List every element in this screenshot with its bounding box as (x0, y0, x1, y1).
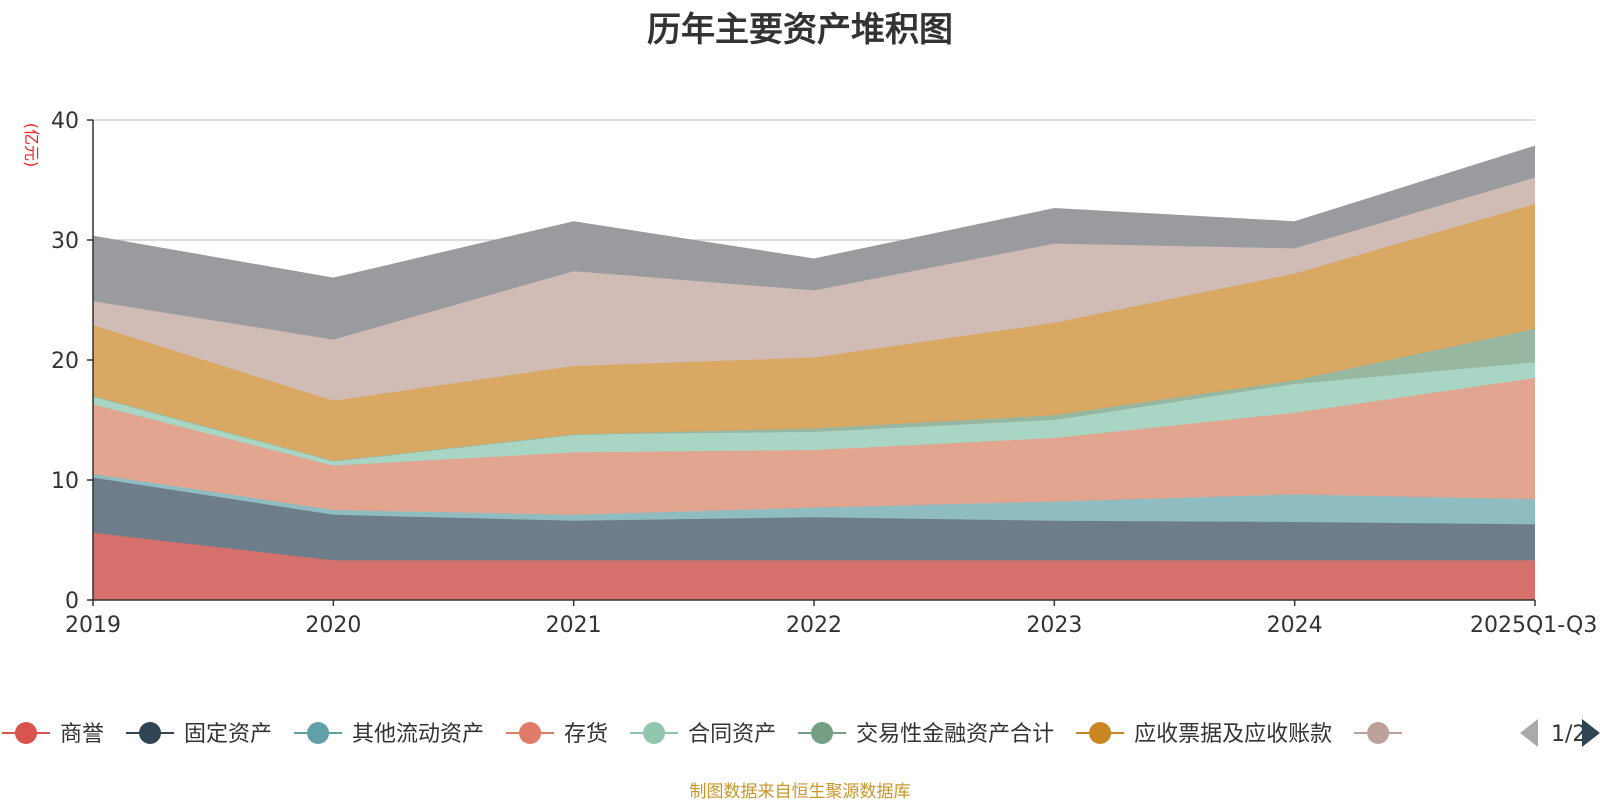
area-series-7[interactable] (93, 177, 1535, 401)
legend-marker-6 (1089, 722, 1112, 744)
axis-layer: 0 10 20 30 40 2019 2020 2021 2022 2023 2024 2025Q1-… (22, 109, 1597, 638)
y-tick-label-30: 30 (51, 229, 79, 254)
y-tick-label-10: 10 (51, 469, 79, 494)
legend-item-3[interactable]: 存货 (506, 722, 608, 747)
triangle-right-icon[interactable] (1582, 719, 1600, 747)
y-tick-label-0: 0 (65, 589, 79, 614)
legend-label-4: 合同资产 (688, 722, 776, 747)
source-note: 制图数据来自恒生聚源数据库 (689, 782, 911, 802)
legend-item-5[interactable]: 交易性金融资产合计 (798, 722, 1054, 747)
x-tick-label-4: 2023 (1026, 613, 1082, 638)
x-tick-label-2: 2021 (546, 613, 602, 638)
area-series-3[interactable] (93, 378, 1535, 515)
legend-item-7[interactable] (1354, 722, 1403, 744)
legend-item-1[interactable]: 固定资产 (126, 722, 272, 747)
legend-label-6: 应收票据及应收账款 (1134, 722, 1332, 747)
x-tick-label-3: 2022 (786, 613, 842, 638)
legend-item-2[interactable]: 其他流动资产 (294, 722, 484, 747)
legend-marker-7 (1367, 722, 1390, 744)
legend-marker-5 (811, 722, 834, 744)
legend-pagination: 1/2 (1520, 719, 1600, 747)
y-tick-label-20: 20 (51, 349, 79, 374)
chart-title: 历年主要资产堆积图 (647, 10, 953, 50)
legend-label-0: 商誉 (60, 722, 104, 747)
area-layer (92, 145, 1536, 600)
legend-layer: 商誉 固定资产 其他流动资产 存货 合同资产 交易性金融资产合计 应收票据及应收账款 1/2 (2, 719, 1600, 747)
triangle-left-icon[interactable] (1520, 719, 1538, 747)
area-series-2[interactable] (93, 474, 1535, 525)
legend-item-6[interactable]: 应收票据及应收账款 (1076, 722, 1332, 747)
y-axis-unit-label: (亿元) (22, 123, 41, 168)
x-tick-label-0: 2019 (65, 613, 121, 638)
area-series-6[interactable] (93, 204, 1535, 461)
legend-item-0[interactable]: 商誉 (2, 722, 104, 747)
legend-label-3: 存货 (564, 722, 608, 747)
area-series-4[interactable] (93, 362, 1535, 466)
y-tick-label-40: 40 (51, 109, 79, 134)
legend-marker-1 (139, 722, 162, 744)
legend-label-5: 交易性金融资产合计 (856, 722, 1054, 747)
area-line-series-8 (92, 145, 1536, 280)
area-series-8[interactable] (93, 146, 1535, 340)
legend-label-2: 其他流动资产 (352, 722, 484, 747)
legend-marker-3 (519, 722, 542, 744)
x-tick-label-1: 2020 (305, 613, 361, 638)
legend-marker-2 (307, 722, 330, 744)
legend-marker-0 (15, 722, 37, 744)
legend-page-indicator: 1/2 (1551, 722, 1586, 747)
legend-label-1: 固定资产 (184, 722, 272, 747)
legend-marker-4 (643, 722, 666, 744)
legend-item-4[interactable]: 合同资产 (630, 722, 776, 747)
x-tick-label-6: 2025Q1-Q3 (1470, 613, 1597, 638)
area-series-1[interactable] (93, 477, 1535, 561)
area-series-0[interactable] (93, 532, 1535, 600)
x-tick-label-5: 2024 (1267, 613, 1323, 638)
